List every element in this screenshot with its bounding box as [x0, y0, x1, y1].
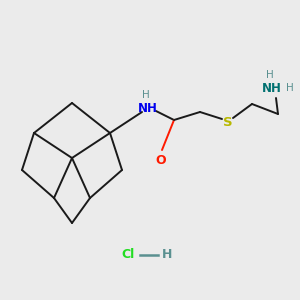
Text: S: S [223, 116, 233, 128]
Text: Cl: Cl [122, 248, 135, 262]
Text: H: H [142, 90, 150, 100]
Text: NH: NH [262, 82, 282, 94]
Text: NH: NH [138, 101, 158, 115]
Text: H: H [286, 83, 294, 93]
Text: H: H [162, 248, 172, 262]
Text: O: O [156, 154, 166, 167]
Text: H: H [266, 70, 274, 80]
